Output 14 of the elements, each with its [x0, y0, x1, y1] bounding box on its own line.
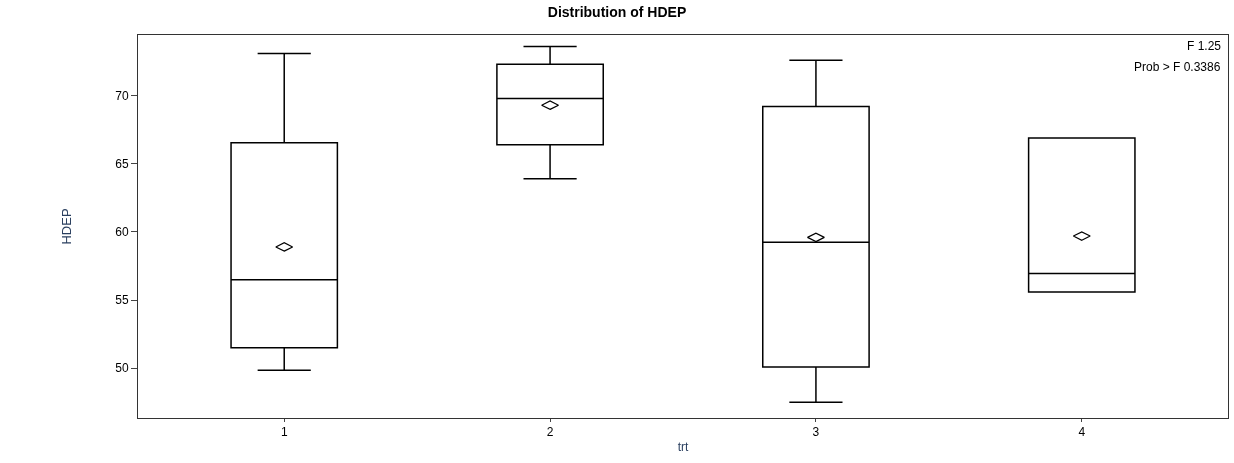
y-tick-label: 60 [115, 225, 129, 240]
x-tick-label: 4 [1078, 425, 1086, 440]
y-tick-label: 50 [115, 361, 129, 376]
y-tick-label: 55 [115, 293, 129, 308]
x-tick-label: 2 [546, 425, 554, 440]
y-axis-title: HDEP [59, 208, 75, 245]
annotation: Prob > F 0.3386 [1134, 60, 1221, 74]
chart-title: Distribution of HDEP [547, 3, 687, 20]
y-tick-label: 65 [115, 157, 129, 171]
annotation: F 1.25 [1187, 39, 1222, 53]
x-tick-label: 1 [280, 425, 288, 440]
x-axis-title: trt [677, 440, 689, 455]
x-tick-label: 3 [812, 425, 820, 440]
y-tick-label: 70 [115, 88, 129, 103]
